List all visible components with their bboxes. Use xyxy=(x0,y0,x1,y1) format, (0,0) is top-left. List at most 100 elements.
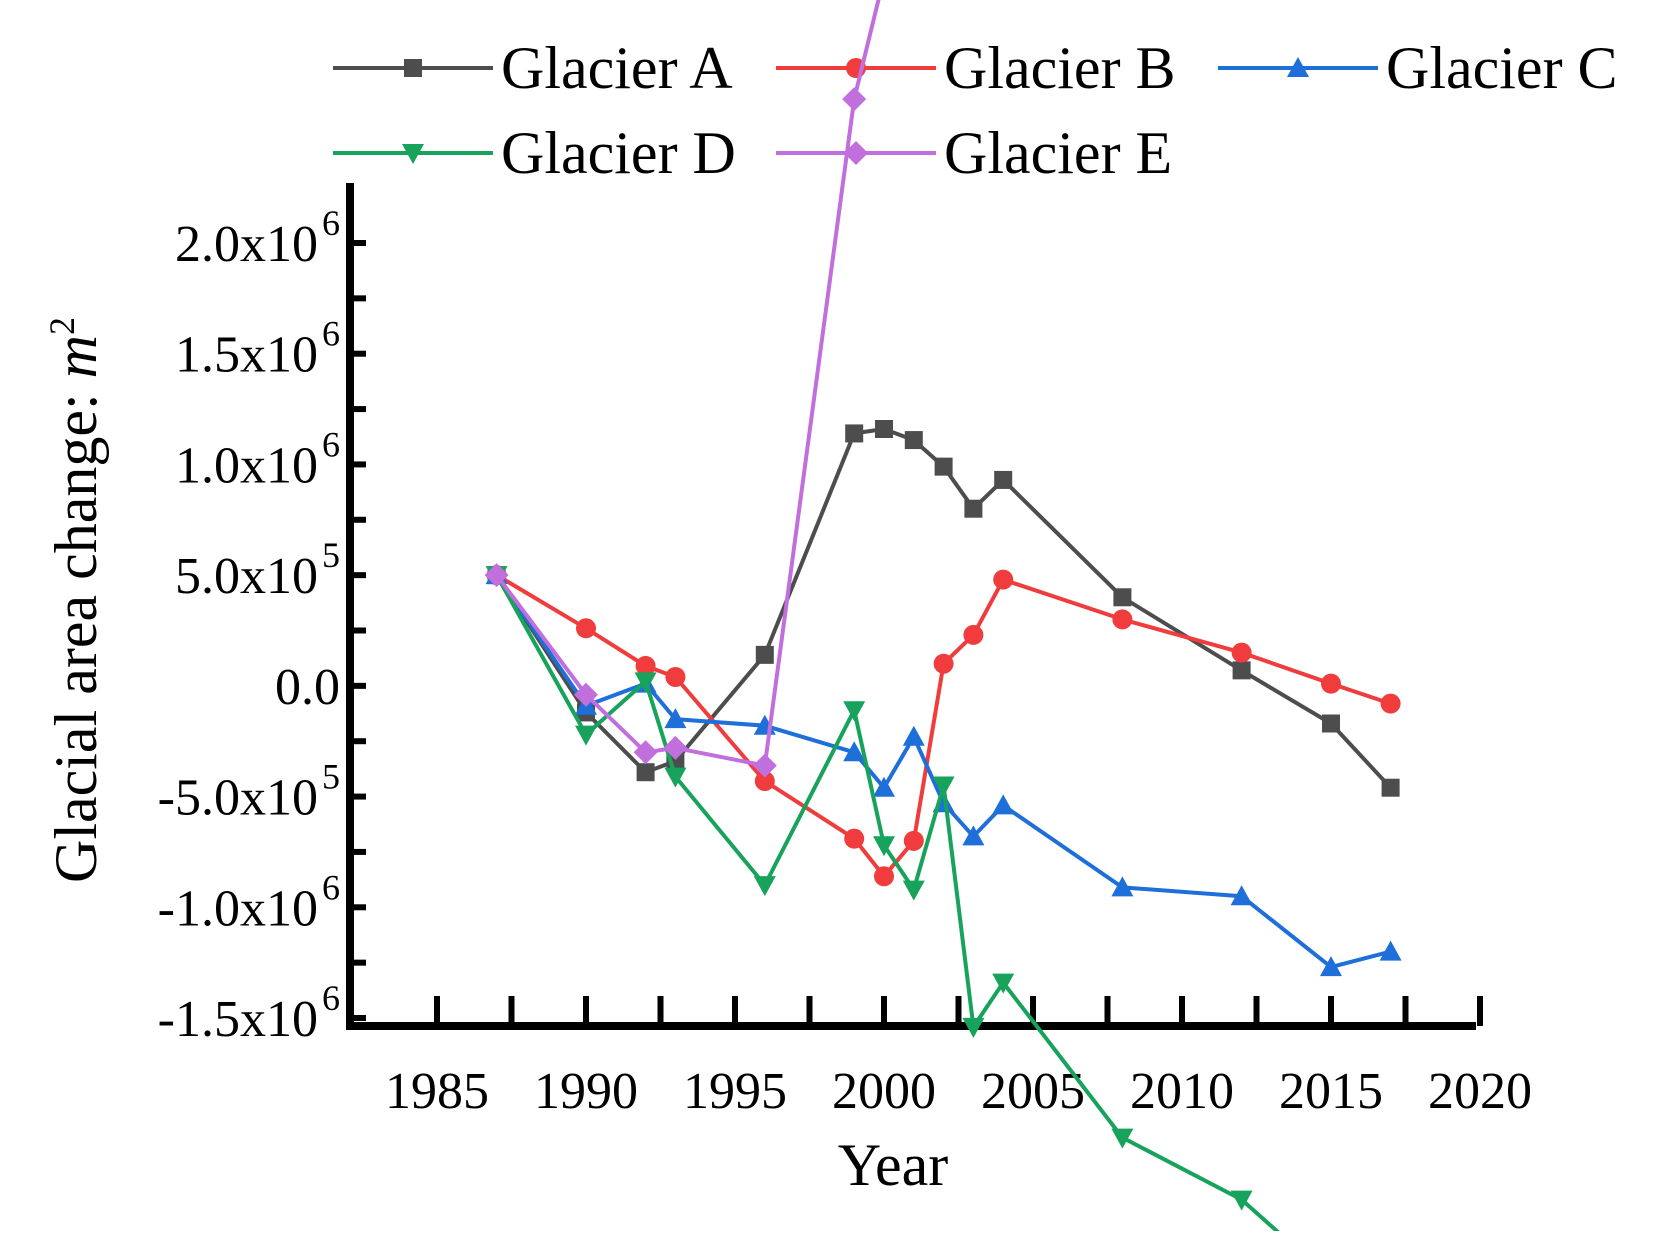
y-tick-label-exponent: 6 xyxy=(322,424,340,464)
y-tick-label-exponent: 6 xyxy=(322,314,340,354)
legend-label-glacier-b: Glacier B xyxy=(944,35,1176,101)
series-line-glacier-b xyxy=(495,573,1392,879)
legend-marker-glacier-e xyxy=(844,141,868,165)
legend-item-glacier-a: Glacier A xyxy=(333,35,733,101)
y-tick-label: 1.5x10 xyxy=(175,327,318,384)
x-tick-label: 2010 xyxy=(1130,1063,1234,1120)
y-tick-label-exponent: 5 xyxy=(322,757,340,797)
data-point-glacier-c xyxy=(992,794,1015,815)
data-point-glacier-e xyxy=(574,682,598,707)
y-tick-label-exponent: 6 xyxy=(322,203,340,243)
data-point-glacier-b xyxy=(1231,642,1252,663)
y-tick-label: 0.0 xyxy=(275,659,340,716)
data-point-glacier-c xyxy=(1230,885,1253,906)
series-line-glacier-c xyxy=(494,573,1392,970)
legend-marker-glacier-d xyxy=(402,144,424,164)
y-tick-label-exponent: 6 xyxy=(322,867,340,907)
data-point-glacier-d xyxy=(664,767,687,788)
y-tick-label: 2.0x10 xyxy=(175,216,318,273)
data-point-glacier-a xyxy=(1322,714,1340,733)
y-tick-label: 1.0x10 xyxy=(175,437,318,494)
data-point-glacier-b xyxy=(1112,609,1133,630)
data-point-glacier-d xyxy=(992,973,1015,994)
data-point-glacier-b xyxy=(993,569,1014,590)
series-glacier-e xyxy=(484,0,881,778)
data-point-glacier-d xyxy=(753,876,776,897)
series-glacier-c xyxy=(485,564,1402,977)
series-line-glacier-a xyxy=(494,427,1393,790)
x-tick-label: 1990 xyxy=(534,1063,638,1120)
data-point-glacier-d xyxy=(1111,1128,1134,1149)
y-tick-label: -1.5x10 xyxy=(158,991,318,1048)
data-point-glacier-b xyxy=(1380,693,1401,714)
y-tick-label: -1.0x10 xyxy=(158,880,318,937)
data-point-glacier-a xyxy=(994,470,1013,489)
y-axis-title-unit-exponent: 2 xyxy=(42,317,82,335)
data-point-glacier-c xyxy=(1320,956,1342,977)
y-tick-label: 5.0x10 xyxy=(175,548,318,605)
series-glacier-d xyxy=(485,566,1286,1236)
x-tick-label: 1995 xyxy=(683,1063,787,1120)
data-point-glacier-c xyxy=(902,725,925,746)
legend-item-glacier-c: Glacier C xyxy=(1218,35,1618,101)
data-point-glacier-e xyxy=(633,740,658,765)
data-point-glacier-e xyxy=(484,563,509,588)
y-tick-label-exponent: 5 xyxy=(322,535,340,575)
data-point-glacier-a xyxy=(1232,661,1251,680)
series-glacier-a xyxy=(487,420,1400,797)
legend-label-glacier-d: Glacier D xyxy=(501,120,736,186)
data-point-glacier-a xyxy=(636,763,655,782)
y-axis-title-text: Glacial area change: xyxy=(43,378,109,883)
data-point-glacier-c xyxy=(1379,940,1402,961)
series-glacier-b xyxy=(486,565,1401,887)
data-point-glacier-c xyxy=(664,708,687,729)
x-tick-label: 2015 xyxy=(1279,1063,1383,1120)
data-point-glacier-d xyxy=(902,880,925,901)
data-point-glacier-c xyxy=(962,825,985,846)
data-point-glacier-a xyxy=(1113,588,1132,607)
data-point-glacier-b xyxy=(963,624,984,645)
data-point-glacier-b xyxy=(576,618,596,639)
data-point-glacier-e xyxy=(663,735,688,760)
data-point-glacier-d xyxy=(962,1017,985,1038)
data-point-glacier-d xyxy=(843,701,866,722)
legend: Glacier A Glacier B Glacier C Glacier D Glac… xyxy=(333,35,1618,186)
series-line-glacier-e xyxy=(494,0,881,768)
legend-item-glacier-b: Glacier B xyxy=(776,35,1176,101)
y-tick-label: -5.0x10 xyxy=(158,770,318,827)
legend-item-glacier-e: Glacier E xyxy=(776,120,1172,186)
data-point-glacier-b xyxy=(665,667,686,687)
data-point-glacier-b xyxy=(754,771,775,792)
data-point-glacier-b xyxy=(903,830,924,851)
legend-item-glacier-d: Glacier D xyxy=(333,120,736,186)
y-tick-label-exponent: 6 xyxy=(322,978,340,1018)
legend-label-glacier-e: Glacier E xyxy=(944,120,1172,186)
x-tick-label: 2005 xyxy=(981,1063,1085,1120)
data-point-glacier-a xyxy=(964,499,983,518)
data-point-glacier-e xyxy=(842,87,867,112)
data-point-glacier-d xyxy=(932,776,955,797)
series-group xyxy=(484,0,1402,1236)
data-point-glacier-b xyxy=(844,828,865,849)
data-point-glacier-d xyxy=(634,672,657,693)
legend-marker-glacier-c xyxy=(1287,57,1309,77)
x-tick-label: 2020 xyxy=(1428,1063,1532,1120)
data-point-glacier-c xyxy=(873,776,895,797)
data-point-glacier-a xyxy=(934,457,953,476)
data-point-glacier-a xyxy=(845,424,864,443)
data-point-glacier-a xyxy=(904,431,923,450)
data-point-glacier-a xyxy=(755,645,774,664)
data-point-glacier-d xyxy=(873,836,895,857)
data-point-glacier-c xyxy=(843,741,866,762)
data-point-glacier-d xyxy=(1230,1190,1253,1211)
data-point-glacier-a xyxy=(1381,778,1400,797)
data-point-glacier-d xyxy=(575,725,597,746)
data-point-glacier-a xyxy=(875,420,893,438)
y-axis-title: Glacial area change: m2 xyxy=(42,317,109,883)
legend-label-glacier-a: Glacier A xyxy=(501,35,733,101)
data-point-glacier-b xyxy=(635,655,656,676)
x-tick-label: 1985 xyxy=(385,1063,489,1120)
data-point-glacier-b xyxy=(874,866,894,887)
